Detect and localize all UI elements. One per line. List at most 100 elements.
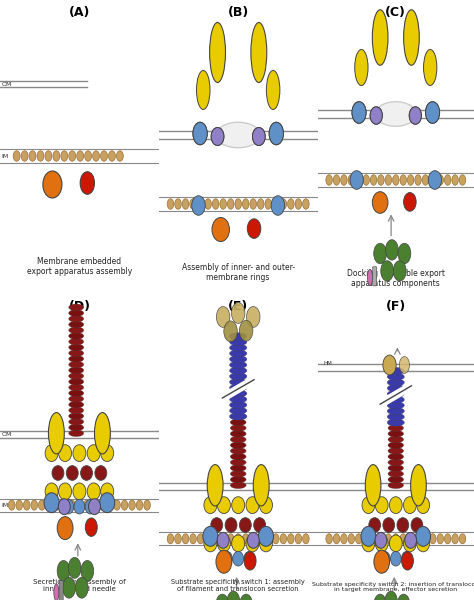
Ellipse shape bbox=[53, 151, 60, 161]
Ellipse shape bbox=[363, 175, 369, 185]
Ellipse shape bbox=[269, 122, 283, 145]
Ellipse shape bbox=[254, 518, 265, 532]
Ellipse shape bbox=[100, 445, 114, 461]
Ellipse shape bbox=[54, 584, 59, 600]
Ellipse shape bbox=[246, 497, 259, 514]
Ellipse shape bbox=[459, 175, 466, 185]
Ellipse shape bbox=[69, 418, 84, 425]
Ellipse shape bbox=[392, 175, 399, 185]
Ellipse shape bbox=[63, 577, 75, 598]
Ellipse shape bbox=[218, 497, 230, 514]
Ellipse shape bbox=[417, 497, 429, 514]
Ellipse shape bbox=[69, 344, 84, 351]
Ellipse shape bbox=[21, 151, 28, 161]
Ellipse shape bbox=[228, 199, 234, 209]
Ellipse shape bbox=[407, 175, 414, 185]
Ellipse shape bbox=[385, 175, 392, 185]
Ellipse shape bbox=[216, 122, 260, 148]
Ellipse shape bbox=[422, 175, 428, 185]
Ellipse shape bbox=[385, 591, 397, 600]
Ellipse shape bbox=[295, 534, 301, 544]
Ellipse shape bbox=[288, 534, 294, 544]
Ellipse shape bbox=[48, 413, 64, 454]
Ellipse shape bbox=[45, 151, 52, 161]
Ellipse shape bbox=[229, 338, 247, 346]
Ellipse shape bbox=[459, 534, 466, 544]
Ellipse shape bbox=[69, 384, 84, 391]
Ellipse shape bbox=[229, 407, 247, 415]
Ellipse shape bbox=[387, 419, 404, 426]
Ellipse shape bbox=[211, 127, 224, 145]
Ellipse shape bbox=[74, 499, 85, 514]
Ellipse shape bbox=[13, 151, 20, 161]
Ellipse shape bbox=[37, 151, 44, 161]
Ellipse shape bbox=[69, 500, 75, 510]
Ellipse shape bbox=[59, 483, 72, 500]
Ellipse shape bbox=[369, 518, 381, 532]
Ellipse shape bbox=[210, 22, 226, 82]
Ellipse shape bbox=[380, 551, 390, 566]
Ellipse shape bbox=[216, 307, 230, 328]
Ellipse shape bbox=[31, 500, 37, 510]
Ellipse shape bbox=[392, 534, 399, 544]
Ellipse shape bbox=[205, 199, 211, 209]
Text: HM: HM bbox=[324, 361, 333, 366]
Ellipse shape bbox=[401, 551, 412, 566]
Ellipse shape bbox=[69, 424, 84, 431]
Text: OM: OM bbox=[1, 432, 12, 437]
Ellipse shape bbox=[257, 534, 264, 544]
Ellipse shape bbox=[355, 49, 368, 85]
Ellipse shape bbox=[253, 127, 265, 145]
Ellipse shape bbox=[69, 327, 84, 334]
Text: OM: OM bbox=[1, 82, 12, 86]
Ellipse shape bbox=[387, 401, 404, 409]
Ellipse shape bbox=[387, 367, 404, 374]
Ellipse shape bbox=[69, 304, 84, 311]
Ellipse shape bbox=[197, 199, 204, 209]
Ellipse shape bbox=[95, 466, 107, 481]
Ellipse shape bbox=[230, 465, 246, 472]
Ellipse shape bbox=[69, 350, 84, 356]
Ellipse shape bbox=[389, 535, 402, 552]
Ellipse shape bbox=[220, 534, 227, 544]
Ellipse shape bbox=[229, 384, 247, 391]
Ellipse shape bbox=[288, 199, 294, 209]
Ellipse shape bbox=[250, 199, 256, 209]
Ellipse shape bbox=[43, 171, 62, 198]
Ellipse shape bbox=[228, 534, 234, 544]
Ellipse shape bbox=[197, 534, 204, 544]
Ellipse shape bbox=[203, 526, 218, 546]
Ellipse shape bbox=[259, 497, 273, 514]
Ellipse shape bbox=[387, 396, 404, 403]
Ellipse shape bbox=[204, 535, 217, 552]
Ellipse shape bbox=[341, 534, 347, 544]
Ellipse shape bbox=[204, 497, 217, 514]
Ellipse shape bbox=[182, 534, 189, 544]
Ellipse shape bbox=[258, 526, 273, 546]
Ellipse shape bbox=[69, 373, 84, 379]
Ellipse shape bbox=[207, 464, 223, 506]
Text: (F): (F) bbox=[386, 300, 406, 313]
Ellipse shape bbox=[229, 401, 247, 409]
Ellipse shape bbox=[81, 466, 92, 481]
Ellipse shape bbox=[229, 379, 247, 386]
Ellipse shape bbox=[229, 344, 247, 352]
Ellipse shape bbox=[250, 534, 256, 544]
Ellipse shape bbox=[59, 445, 72, 461]
Ellipse shape bbox=[388, 476, 403, 483]
Ellipse shape bbox=[232, 497, 245, 514]
Ellipse shape bbox=[69, 151, 76, 161]
Ellipse shape bbox=[167, 199, 174, 209]
Ellipse shape bbox=[229, 395, 247, 403]
Ellipse shape bbox=[437, 534, 444, 544]
Ellipse shape bbox=[91, 500, 98, 510]
Ellipse shape bbox=[398, 243, 411, 263]
Ellipse shape bbox=[352, 101, 366, 124]
Ellipse shape bbox=[452, 175, 458, 185]
Ellipse shape bbox=[23, 500, 30, 510]
Ellipse shape bbox=[231, 302, 245, 323]
Ellipse shape bbox=[167, 534, 174, 544]
Ellipse shape bbox=[437, 175, 444, 185]
Ellipse shape bbox=[69, 413, 84, 419]
Ellipse shape bbox=[230, 413, 246, 420]
